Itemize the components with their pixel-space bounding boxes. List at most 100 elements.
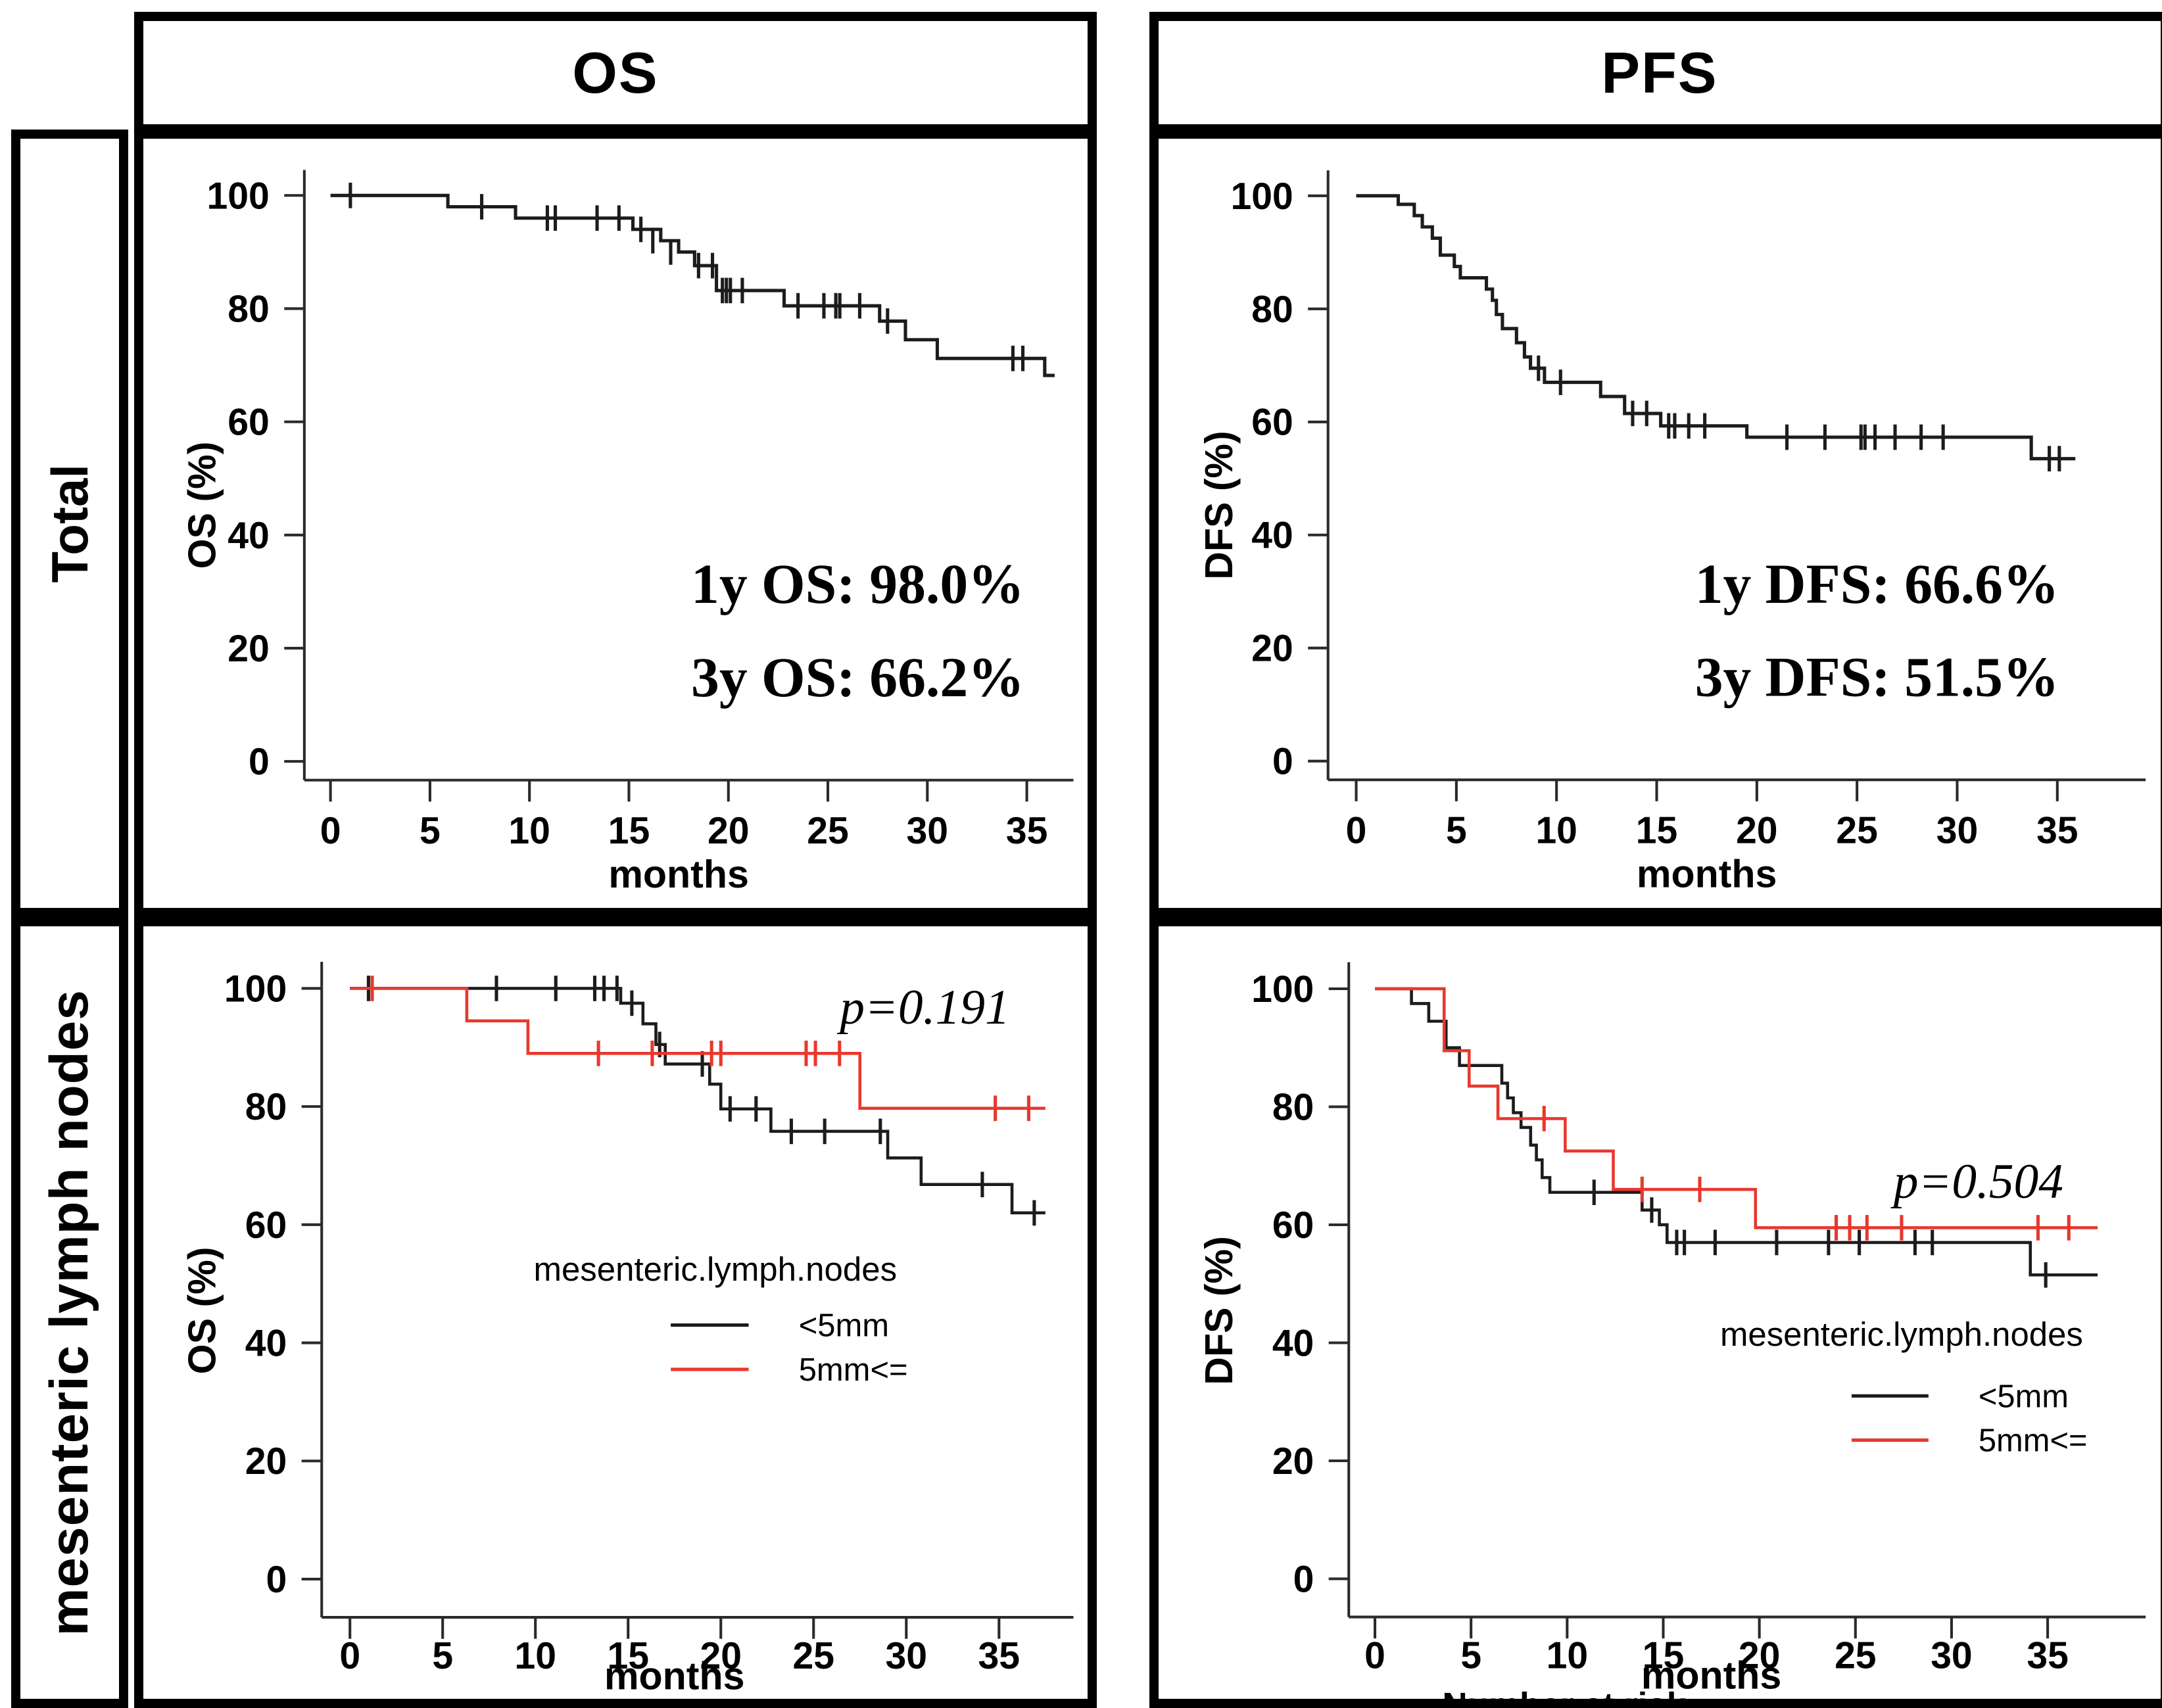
y-tick-label: 0 bbox=[1293, 1558, 1314, 1600]
x-axis-title: months bbox=[608, 852, 749, 896]
x-tick-label: 0 bbox=[1364, 1635, 1385, 1677]
y-tick-label: 100 bbox=[207, 175, 270, 217]
km-curve-all bbox=[1356, 194, 2076, 461]
survival-rate-annotation: 3y DFS: 51.5% bbox=[1695, 646, 2059, 709]
y-tick-label: 60 bbox=[228, 402, 270, 444]
x-tick-label: 25 bbox=[807, 810, 849, 852]
x-tick-label: 10 bbox=[514, 1635, 556, 1677]
x-tick-label: 10 bbox=[508, 810, 550, 852]
row-header-total: Total bbox=[11, 130, 128, 917]
x-tick-label: 35 bbox=[1006, 810, 1048, 852]
legend-title: mesenteric.lymph.nodes bbox=[1720, 1316, 2083, 1353]
x-tick-label: 5 bbox=[432, 1635, 453, 1677]
x-axis-title: months bbox=[1641, 1654, 1781, 1697]
p-value-annotation: p=0.191 bbox=[836, 980, 1009, 1035]
x-tick-label: 20 bbox=[708, 810, 750, 852]
y-tick-label: 80 bbox=[228, 288, 270, 330]
y-axis-title: OS (%) bbox=[180, 442, 224, 569]
km-plot-total-os: 0 20 40 60 80 100 0 5 10 15 20 25 30 35 months OS (%) 1y… bbox=[180, 170, 1074, 896]
legend-item-label: <5mm bbox=[799, 1308, 889, 1344]
legend-title: mesenteric.lymph.nodes bbox=[533, 1250, 897, 1288]
x-tick-label: 5 bbox=[1446, 810, 1467, 852]
panel-total-os: 0 20 40 60 80 100 0 5 10 15 20 25 30 35 months OS (%) 1y… bbox=[134, 130, 1097, 917]
km-plot-mln-dfs: 0 20 40 60 80 100 0 5 10 15 20 25 30 35 months DFS (%) p… bbox=[1197, 962, 2146, 1699]
column-header-pfs-label: PFS bbox=[1601, 39, 1718, 105]
y-tick-label: 20 bbox=[1272, 1440, 1314, 1483]
y-tick-label: 0 bbox=[1272, 741, 1293, 783]
y-tick-label: 60 bbox=[1251, 402, 1293, 444]
y-tick-label: 100 bbox=[1251, 968, 1314, 1010]
x-tick-label: 30 bbox=[886, 1635, 928, 1677]
y-tick-label: 0 bbox=[249, 741, 270, 783]
x-tick-label: 0 bbox=[339, 1635, 360, 1677]
y-tick-label: 80 bbox=[1272, 1086, 1314, 1128]
y-tick-label: 60 bbox=[1272, 1204, 1314, 1246]
column-header-pfs: PFS bbox=[1149, 12, 2162, 133]
x-tick-label: 35 bbox=[2036, 810, 2078, 852]
y-tick-label: 40 bbox=[228, 515, 270, 557]
panel-mln-os: 0 20 40 60 80 100 0 5 10 15 20 25 30 35 months OS (%) p=… bbox=[134, 917, 1097, 1708]
row-header-mesenteric-lymph-nodes: mesenteric lymph nodes bbox=[11, 917, 128, 1708]
x-tick-label: 15 bbox=[1643, 1635, 1684, 1677]
x-tick-label: 5 bbox=[1460, 1635, 1481, 1677]
x-tick-label: 30 bbox=[907, 810, 949, 852]
x-tick-label: 10 bbox=[1535, 810, 1577, 852]
number-at-risk-clipped: Number at risk bbox=[1442, 1686, 1686, 1699]
y-tick-label: 20 bbox=[245, 1440, 287, 1483]
x-tick-label: 35 bbox=[2027, 1635, 2068, 1677]
censor-marks-5mm<= bbox=[1542, 1106, 2071, 1241]
survival-rate-annotation: 1y OS: 98.0% bbox=[691, 553, 1024, 615]
x-tick-label: 15 bbox=[608, 810, 650, 852]
km-curve-5mm<= bbox=[350, 987, 1045, 1110]
x-tick-label: 20 bbox=[700, 1635, 742, 1677]
y-tick-label: 100 bbox=[1231, 176, 1293, 218]
x-tick-label: 0 bbox=[320, 810, 341, 852]
censor-marks-all bbox=[1537, 355, 2061, 472]
x-tick-label: 15 bbox=[607, 1635, 649, 1677]
x-tick-label: 30 bbox=[1936, 810, 1978, 852]
row-header-mesenteric-lymph-nodes-label: mesenteric lymph nodes bbox=[39, 989, 99, 1636]
column-header-os-label: OS bbox=[572, 39, 659, 105]
km-curve-<5mm bbox=[1375, 987, 2098, 1277]
x-tick-label: 20 bbox=[1736, 810, 1777, 852]
y-tick-label: 0 bbox=[266, 1559, 287, 1601]
x-tick-label: 25 bbox=[793, 1635, 835, 1677]
x-tick-label: 25 bbox=[1835, 1635, 1876, 1677]
legend-item-label: <5mm bbox=[1979, 1379, 2069, 1414]
y-tick-label: 80 bbox=[245, 1086, 287, 1128]
km-plot-mln-os: 0 20 40 60 80 100 0 5 10 15 20 25 30 35 months OS (%) p=… bbox=[180, 961, 1074, 1697]
x-tick-label: 30 bbox=[1931, 1635, 1972, 1677]
censor-marks-5mm<= bbox=[370, 976, 1030, 1122]
km-plot-total-dfs: 0 20 40 60 80 100 0 5 10 15 20 25 30 35 months DFS (%) 1… bbox=[1197, 170, 2146, 896]
x-tick-label: 10 bbox=[1547, 1635, 1588, 1677]
panel-mln-pfs: 0 20 40 60 80 100 0 5 10 15 20 25 30 35 months DFS (%) p… bbox=[1149, 917, 2162, 1708]
x-tick-label: 20 bbox=[1739, 1635, 1780, 1677]
y-tick-label: 40 bbox=[1272, 1322, 1314, 1364]
survival-rate-annotation: 1y DFS: 66.6% bbox=[1695, 553, 2059, 615]
y-tick-label: 40 bbox=[245, 1323, 287, 1365]
y-axis-title: DFS (%) bbox=[1197, 431, 1241, 579]
km-curve-5mm<= bbox=[1375, 987, 2098, 1229]
y-tick-label: 40 bbox=[1251, 515, 1293, 557]
censor-marks-<5mm bbox=[1592, 1179, 2048, 1288]
survival-rate-annotation: 3y OS: 66.2% bbox=[691, 646, 1024, 709]
km-curve-all bbox=[330, 193, 1055, 377]
x-axis-title: months bbox=[1637, 853, 1777, 896]
censor-marks-<5mm bbox=[366, 976, 1036, 1226]
y-tick-label: 100 bbox=[224, 968, 287, 1010]
x-tick-label: 35 bbox=[978, 1635, 1021, 1677]
censor-marks-all bbox=[348, 182, 1025, 371]
x-tick-label: 0 bbox=[1346, 810, 1367, 852]
y-tick-label: 20 bbox=[228, 628, 270, 670]
x-tick-label: 5 bbox=[420, 810, 441, 852]
p-value-annotation: p=0.504 bbox=[1890, 1154, 2063, 1209]
y-tick-label: 80 bbox=[1251, 289, 1293, 331]
y-axis-title: DFS (%) bbox=[1197, 1236, 1241, 1385]
row-header-total-label: Total bbox=[40, 463, 99, 583]
x-tick-label: 25 bbox=[1836, 810, 1877, 852]
panel-total-pfs: 0 20 40 60 80 100 0 5 10 15 20 25 30 35 months DFS (%) 1… bbox=[1149, 130, 2162, 917]
legend-item-label: 5mm<= bbox=[799, 1352, 908, 1388]
y-tick-label: 60 bbox=[245, 1204, 287, 1246]
y-axis-title: OS (%) bbox=[180, 1247, 224, 1375]
